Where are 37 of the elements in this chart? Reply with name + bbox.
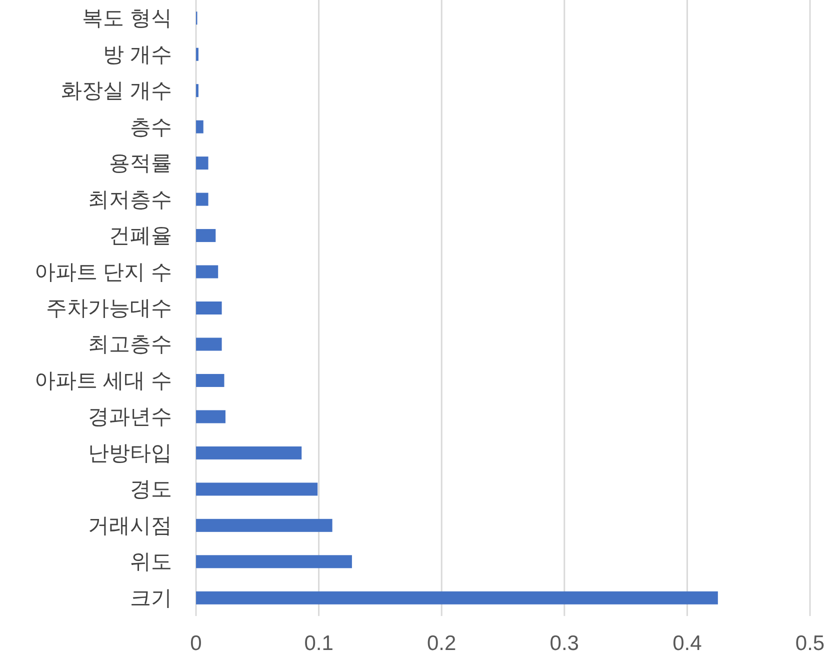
bar: [196, 482, 318, 496]
bar: [196, 410, 226, 424]
bar: [196, 374, 224, 387]
y-tick-label: 최고층수: [88, 333, 172, 356]
bar: [196, 338, 222, 351]
x-tick-label: 0.2: [427, 632, 456, 655]
bar: [196, 518, 332, 532]
y-tick-label: 층수: [130, 116, 172, 139]
y-tick-label: 위도: [130, 550, 172, 574]
y-tick-label: 복도 형식: [82, 7, 172, 30]
bar: [196, 229, 216, 242]
x-tick-label: 0.1: [304, 632, 334, 655]
bar: [196, 591, 718, 604]
bar: [196, 555, 352, 568]
bar: [196, 156, 208, 170]
y-tick-label: 경과년수: [88, 406, 172, 429]
y-tick-label: 방 개수: [103, 43, 172, 66]
bar: [196, 265, 218, 278]
y-tick-label: 난방타입: [88, 442, 172, 465]
x-tick-label: 0: [190, 632, 202, 655]
bar: [196, 120, 204, 134]
x-tick-label: 0.5: [795, 632, 825, 655]
bar: [196, 192, 208, 206]
bar: [196, 302, 222, 314]
y-tick-label: 거래시점: [88, 514, 172, 538]
y-tick-label: 크기: [130, 586, 172, 610]
bar: [196, 446, 302, 460]
y-tick-label: 건폐율: [109, 224, 172, 248]
x-tick-label: 0.3: [550, 632, 579, 655]
y-tick-label: 아파트 세대 수: [34, 369, 172, 392]
x-tick-label: 0.4: [672, 632, 702, 655]
y-tick-label: 경도: [130, 478, 172, 502]
y-tick-label: 아파트 단지 수: [34, 260, 172, 284]
y-tick-label: 최저층수: [88, 188, 172, 212]
y-tick-label: 주차가능대수: [46, 297, 172, 320]
y-tick-label: 화장실 개수: [61, 80, 172, 103]
y-tick-label: 용적률: [109, 152, 172, 176]
